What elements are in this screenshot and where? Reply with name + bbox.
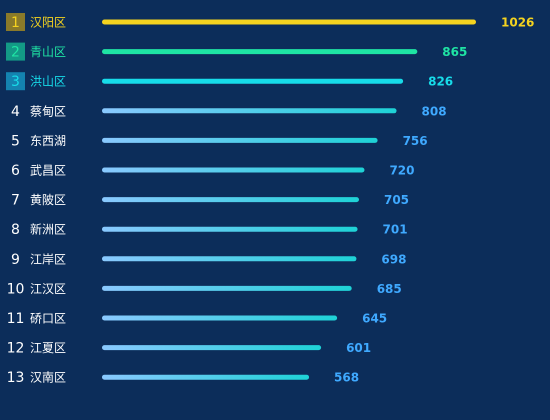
rank-number: 13 — [7, 370, 25, 386]
rank-number: 9 — [11, 252, 20, 268]
chart-row: 11 硚口区 645 — [7, 311, 388, 327]
district-label: 新洲区 — [30, 222, 66, 237]
rank-badge — [6, 42, 25, 61]
district-label: 黄陂区 — [30, 192, 66, 207]
district-label: 蔡甸区 — [30, 104, 66, 118]
bar — [102, 345, 322, 351]
bar — [102, 315, 338, 321]
district-label: 江夏区 — [30, 341, 66, 355]
district-label: 洪山区 — [30, 75, 66, 89]
rank-number: 2 — [11, 45, 20, 61]
rank-number: 3 — [11, 74, 20, 90]
rank-number: 8 — [11, 222, 20, 238]
rank-number: 5 — [11, 133, 20, 149]
chart-row: 10 江汉区 685 — [7, 281, 402, 297]
value-label: 720 — [389, 164, 414, 178]
value-label: 698 — [381, 252, 406, 266]
bar — [102, 197, 359, 203]
district-label: 青山区 — [30, 45, 66, 59]
chart-row: 3 洪山区 826 — [6, 72, 453, 91]
district-label: 江汉区 — [30, 282, 66, 296]
rank-number: 10 — [7, 281, 25, 297]
value-label: 601 — [346, 341, 371, 355]
value-label: 685 — [377, 282, 402, 296]
district-label: 汉阳区 — [30, 16, 66, 30]
district-label: 硚口区 — [30, 312, 66, 326]
chart-row: 1 汉阳区 1026 — [6, 13, 534, 31]
rank-number: 12 — [7, 341, 25, 357]
bar — [102, 78, 404, 84]
bar — [102, 108, 397, 114]
district-label: 东西湖 — [30, 133, 66, 148]
bar — [102, 374, 310, 380]
chart-row: 12 江夏区 601 — [7, 341, 372, 357]
chart-row: 6 武昌区 720 — [11, 163, 414, 179]
value-label: 705 — [384, 193, 409, 207]
rank-number: 1 — [11, 15, 20, 31]
rank-badge — [6, 72, 25, 91]
chart-row: 9 江岸区 698 — [11, 252, 406, 268]
bar — [102, 285, 352, 291]
value-label: 865 — [442, 45, 467, 59]
chart-row: 4 蔡甸区 808 — [11, 104, 447, 120]
value-label: 701 — [383, 223, 408, 237]
bar — [102, 49, 418, 55]
district-label: 武昌区 — [30, 164, 66, 178]
value-label: 808 — [422, 104, 447, 118]
value-label: 756 — [403, 134, 428, 148]
chart-rows: 1 汉阳区 1026 2 青山区 865 3 洪山区 826 4 蔡甸区 808 5 东西湖 756 6 武昌区… — [6, 13, 534, 386]
chart-row: 2 青山区 865 — [6, 42, 467, 61]
chart-row: 5 东西湖 756 — [11, 133, 428, 150]
chart-row: 7 黄陂区 705 — [11, 192, 409, 209]
value-label: 645 — [362, 312, 387, 326]
chart-row: 8 新洲区 701 — [11, 222, 408, 239]
rank-badge — [6, 13, 25, 31]
value-label: 568 — [334, 371, 359, 385]
value-label: 826 — [428, 75, 453, 89]
district-label: 汉南区 — [30, 370, 66, 385]
rank-number: 6 — [11, 163, 20, 179]
bar — [102, 226, 358, 232]
rank-number: 11 — [7, 311, 25, 327]
bar — [102, 167, 365, 173]
chart-row: 13 汉南区 568 — [7, 370, 360, 387]
bar — [102, 137, 378, 143]
value-label: 1026 — [501, 16, 534, 30]
bar — [102, 256, 357, 262]
district-label: 江岸区 — [30, 252, 66, 266]
rank-number: 4 — [11, 104, 20, 120]
rank-number: 7 — [11, 193, 20, 209]
bar — [102, 19, 476, 25]
